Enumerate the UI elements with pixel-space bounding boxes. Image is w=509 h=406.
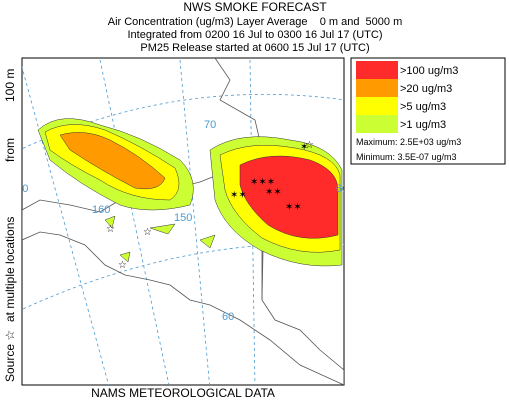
- svg-text:☆: ☆: [118, 260, 127, 271]
- svg-text:☆: ☆: [305, 140, 314, 151]
- grid-label: 150: [174, 212, 192, 224]
- legend-swatch: [356, 79, 398, 97]
- side-label-part: from: [3, 138, 17, 162]
- subtitle: Air Concentration (ug/m3) Layer Average …: [108, 16, 403, 28]
- legend-minimum: Minimum: 3.5E-07 ug/m3: [356, 152, 457, 162]
- grid-label: 60: [222, 311, 234, 323]
- legend-maximum: Maximum: 2.5E+03 ug/m3: [356, 137, 461, 147]
- svg-text:☆: ☆: [106, 224, 115, 235]
- legend-swatch: [356, 115, 398, 133]
- footer: NAMS METEOROLOGICAL DATA: [91, 386, 275, 400]
- legend-swatch: [356, 97, 398, 115]
- side-label-part: 100 m: [3, 69, 17, 102]
- legend-label: >100 ug/m3: [400, 65, 458, 77]
- map: ✶✶✶✶✶✶✶ ✶✶✶☆ ☆☆☆ 170 160 150 70 60 60: [10, 57, 348, 386]
- side-label-part: Source ☆: [3, 330, 17, 382]
- smoke: [37, 118, 343, 267]
- svg-text:✶✶: ✶✶: [230, 190, 247, 201]
- legend-swatch: [356, 61, 398, 79]
- legend-label: >20 ug/m3: [400, 83, 452, 95]
- svg-text:✶✶✶: ✶✶✶: [250, 177, 275, 188]
- side-label-part: at multiple locations: [3, 217, 17, 322]
- legend: >100 ug/m3 >20 ug/m3 >5 ug/m3 >1 ug/m3 Maxi…: [350, 57, 506, 165]
- svg-text:✶✶: ✶✶: [285, 202, 302, 213]
- svg-text:✶✶: ✶✶: [265, 187, 282, 198]
- title: NWS SMOKE FORECAST: [183, 0, 327, 14]
- subtitle: PM25 Release started at 0600 15 Jul 17 (…: [140, 42, 369, 54]
- grid-label: 170: [10, 183, 28, 195]
- side-label: Source ☆ at multiple locations from 100 …: [3, 69, 17, 382]
- subtitle: Integrated from 0200 16 Jul to 0300 16 J…: [128, 29, 383, 41]
- graticule: [22, 59, 344, 385]
- sources: ✶✶✶✶✶✶✶ ✶✶✶☆ ☆☆☆: [106, 140, 314, 271]
- grid-label: 160: [92, 204, 110, 216]
- svg-text:☆: ☆: [143, 227, 152, 238]
- svg-text:✶: ✶: [300, 142, 308, 153]
- legend-label: >5 ug/m3: [400, 101, 446, 113]
- grid-label: 60: [336, 183, 348, 195]
- legend-label: >1 ug/m3: [400, 119, 446, 131]
- grid-label: 70: [204, 119, 216, 131]
